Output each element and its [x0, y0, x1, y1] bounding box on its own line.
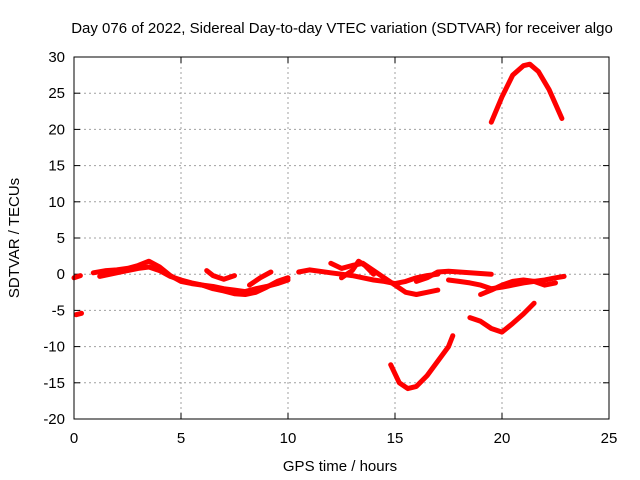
series-sat-b	[73, 310, 84, 318]
x-tick-label: 15	[387, 430, 404, 447]
chart-title: Day 076 of 2022, Sidereal Day-to-day VTE…	[71, 20, 613, 37]
x-tick-label: 25	[601, 430, 618, 447]
series-sat-e	[204, 268, 237, 282]
y-tick-label: -5	[52, 302, 65, 319]
x-tick-label: 0	[70, 430, 78, 447]
series-sat-m	[388, 333, 456, 392]
series-sat-f	[247, 269, 274, 288]
x-tick-label: 10	[280, 430, 297, 447]
data-series	[71, 61, 567, 392]
x-axis-label: GPS time / hours	[283, 458, 397, 475]
x-tick-label: 5	[177, 430, 185, 447]
y-tick-label: -15	[43, 375, 65, 392]
y-axis-ticks: -20 -15 -10 -5 0 5 10 15 20 25 30	[43, 49, 609, 428]
y-tick-label: 25	[48, 85, 65, 102]
series-sat-n	[467, 300, 537, 335]
x-tick-label: 20	[494, 430, 511, 447]
y-tick-label: -10	[43, 339, 65, 356]
y-axis-label: SDTVAR / TECUs	[6, 178, 23, 298]
series-sat-j	[413, 268, 494, 284]
y-tick-label: 10	[48, 194, 65, 211]
y-tick-label: 0	[57, 266, 65, 283]
y-tick-label: 5	[57, 230, 65, 247]
series-sat-i	[339, 258, 377, 281]
plot-frame	[73, 56, 610, 420]
y-tick-label: 20	[48, 121, 65, 138]
series-sat-k	[446, 273, 567, 292]
series-sat-h	[328, 260, 441, 297]
x-axis-ticks: 0 5 10 15 20 25	[70, 57, 618, 447]
series-sat-g	[296, 267, 441, 287]
series-sat-a	[71, 273, 83, 281]
series-sat-d	[97, 264, 291, 297]
y-tick-label: -20	[43, 411, 65, 428]
y-tick-label: 15	[48, 158, 65, 175]
series-sat-o	[488, 61, 565, 125]
y-tick-label: 30	[48, 49, 65, 66]
grid	[74, 57, 609, 419]
series-sat-l	[478, 277, 558, 297]
